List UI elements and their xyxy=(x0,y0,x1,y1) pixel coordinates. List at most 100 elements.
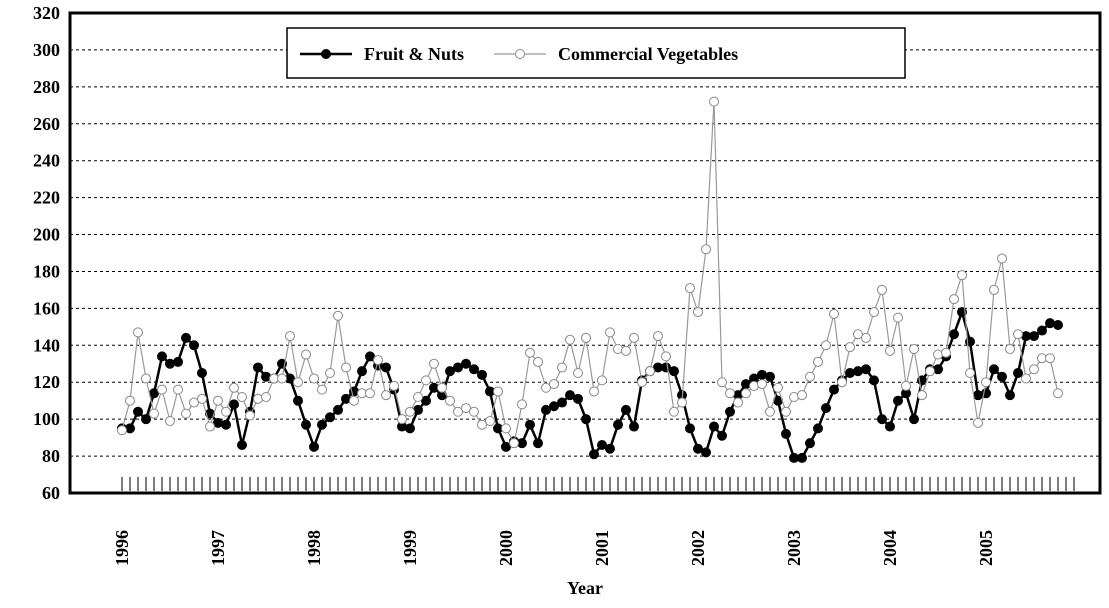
data-point xyxy=(917,390,927,401)
data-point xyxy=(757,379,767,390)
data-point xyxy=(685,423,695,434)
data-point xyxy=(493,386,503,397)
legend-label: Fruit & Nuts xyxy=(364,44,464,64)
data-point xyxy=(309,373,319,384)
data-point xyxy=(973,417,983,428)
data-point xyxy=(429,358,439,369)
legend-marker xyxy=(321,49,331,59)
data-point xyxy=(333,404,343,415)
data-point xyxy=(1005,390,1015,401)
data-point xyxy=(141,414,151,425)
data-point xyxy=(293,377,303,388)
data-point xyxy=(757,369,767,380)
data-point xyxy=(245,410,255,421)
data-point xyxy=(893,312,903,323)
data-point xyxy=(341,362,351,373)
data-point xyxy=(357,366,367,377)
series-line xyxy=(122,307,1059,460)
data-point xyxy=(173,384,183,395)
data-point xyxy=(477,369,487,380)
data-point xyxy=(1045,318,1055,329)
data-point xyxy=(1045,353,1055,364)
data-point xyxy=(413,404,423,415)
data-point xyxy=(117,425,127,436)
data-point xyxy=(133,406,143,417)
data-point xyxy=(669,366,679,377)
data-point xyxy=(301,349,311,360)
data-point xyxy=(589,449,599,460)
data-point xyxy=(645,366,655,377)
data-point xyxy=(597,440,607,450)
data-point xyxy=(221,406,231,417)
data-point xyxy=(893,395,903,406)
data-point xyxy=(197,368,207,378)
data-point xyxy=(533,438,543,449)
data-point xyxy=(237,440,247,450)
x-axis-label: Year xyxy=(567,578,603,598)
data-point xyxy=(605,443,615,454)
data-point xyxy=(573,368,583,378)
data-point xyxy=(525,347,535,358)
x-tick-label: 2000 xyxy=(496,530,516,566)
data-point xyxy=(957,270,967,281)
data-point xyxy=(317,419,327,430)
data-point xyxy=(421,395,431,406)
data-point xyxy=(821,340,831,351)
data-point xyxy=(589,386,599,397)
data-point xyxy=(261,392,271,402)
data-point xyxy=(853,329,863,340)
y-tick-label: 280 xyxy=(33,77,60,97)
data-point xyxy=(237,392,247,402)
data-point xyxy=(725,406,735,417)
data-point xyxy=(813,423,823,434)
data-point xyxy=(453,362,463,373)
x-tick-label: 1999 xyxy=(400,530,420,566)
data-point xyxy=(181,408,191,419)
data-point xyxy=(381,362,391,373)
y-tick-label: 180 xyxy=(33,261,60,281)
data-point xyxy=(877,284,887,295)
data-point xyxy=(1029,364,1039,375)
data-point xyxy=(413,392,423,402)
data-point xyxy=(1053,388,1063,399)
x-tick-label: 1996 xyxy=(112,530,132,566)
data-point xyxy=(261,371,271,382)
data-point xyxy=(141,373,151,384)
data-point xyxy=(285,331,295,342)
data-point xyxy=(765,406,775,417)
data-point xyxy=(837,377,847,388)
data-point xyxy=(885,345,895,356)
x-tick-label: 2002 xyxy=(688,530,708,566)
data-point xyxy=(125,395,135,406)
data-point xyxy=(445,395,455,406)
data-point xyxy=(749,380,759,391)
data-point xyxy=(573,393,583,404)
data-point xyxy=(685,283,695,294)
data-point xyxy=(501,441,511,452)
data-point xyxy=(349,395,359,406)
data-point xyxy=(517,399,527,410)
data-point xyxy=(205,421,215,432)
data-point xyxy=(949,294,959,305)
data-point xyxy=(797,452,807,463)
data-point xyxy=(453,406,463,417)
x-tick-label: 2003 xyxy=(784,530,804,566)
data-point xyxy=(941,347,951,358)
y-tick-label: 80 xyxy=(42,446,60,466)
data-point xyxy=(405,423,415,434)
y-tick-label: 120 xyxy=(33,372,60,392)
data-point xyxy=(157,351,167,362)
x-tick-label: 2001 xyxy=(592,530,612,566)
data-point xyxy=(933,349,943,360)
data-point xyxy=(717,377,727,388)
data-point xyxy=(1005,344,1015,354)
legend-marker xyxy=(515,49,525,59)
data-point xyxy=(365,351,375,362)
data-point xyxy=(165,416,175,426)
data-point xyxy=(253,393,263,404)
data-point xyxy=(253,362,263,373)
data-point xyxy=(813,356,823,367)
data-point xyxy=(437,382,447,393)
data-point xyxy=(277,373,287,384)
x-tick-label: 2004 xyxy=(880,530,900,566)
